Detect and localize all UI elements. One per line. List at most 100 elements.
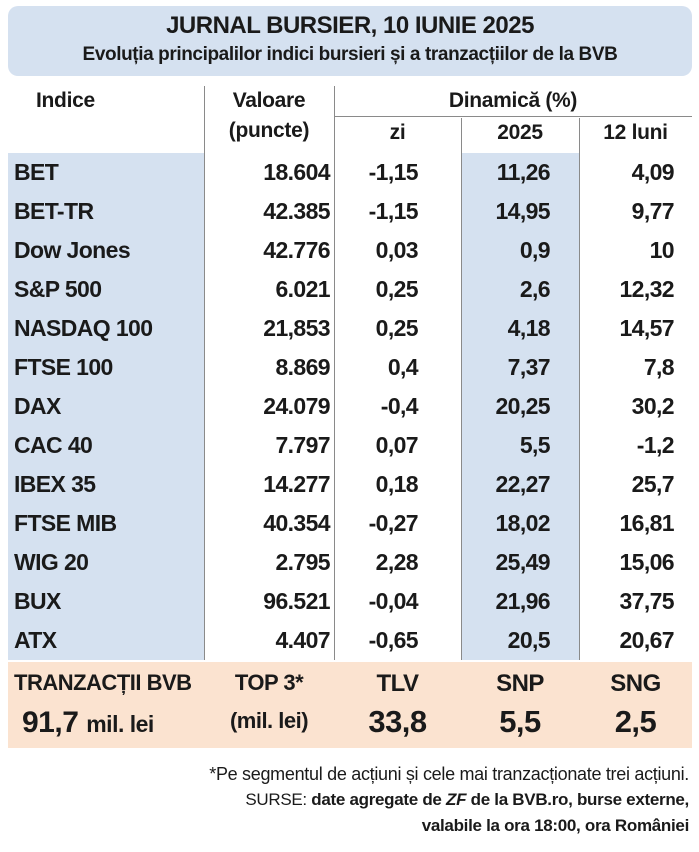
- divider: [579, 118, 580, 660]
- index-name: BUX: [14, 588, 61, 614]
- change-12m: 10: [649, 237, 675, 263]
- header-12-luni: 12 luni: [603, 121, 668, 144]
- table-row: FTSE 100 8.869 0,4 7,37 7,8: [8, 348, 692, 387]
- table-row: BET-TR 42.385 -1,15 14,95 9,77: [8, 192, 692, 231]
- change-2025: 20,25: [495, 393, 550, 419]
- table-row: CAC 40 7.797 0,07 5,5 -1,2: [8, 426, 692, 465]
- divider: [334, 116, 692, 117]
- change-2025: 20,5: [507, 627, 551, 653]
- change-day: -0,65: [368, 627, 419, 653]
- change-12m: 7,8: [643, 354, 675, 380]
- change-12m: 12,32: [619, 276, 674, 302]
- index-value: 21,853: [263, 315, 330, 341]
- header-indice: Indice: [36, 89, 95, 112]
- index-value: 18.604: [263, 159, 330, 185]
- change-day: -0,4: [380, 393, 419, 419]
- change-2025: 7,37: [507, 354, 551, 380]
- change-2025: 2,6: [519, 276, 551, 302]
- bvb-amount-unit: mil. lei: [86, 711, 154, 737]
- change-day: 0,18: [375, 471, 419, 497]
- index-name: CAC 40: [14, 432, 93, 458]
- change-12m: 4,09: [631, 159, 675, 185]
- change-2025: 14,95: [495, 198, 550, 224]
- index-value: 42.385: [263, 198, 330, 224]
- table-row: Dow Jones 42.776 0,03 0,9 10: [8, 231, 692, 270]
- index-name: FTSE 100: [14, 354, 113, 380]
- bvb-label: TRANZACȚII BVB: [14, 670, 192, 695]
- index-name: NASDAQ 100: [14, 315, 153, 341]
- index-value: 6.021: [275, 276, 330, 302]
- table-row: ATX 4.407 -0,65 20,5 20,67: [8, 621, 692, 660]
- change-2025: 25,49: [495, 549, 550, 575]
- table-row: DAX 24.079 -0,4 20,25 30,2: [8, 387, 692, 426]
- change-day: 2,28: [375, 549, 419, 575]
- header-valoare-unit: (puncte): [228, 119, 310, 142]
- change-12m: 37,75: [619, 588, 674, 614]
- table-row: BET 18.604 -1,15 11,26 4,09: [8, 153, 692, 192]
- index-value: 42.776: [263, 237, 330, 263]
- footnote: *Pe segmentul de acțiuni și cele mai tra…: [209, 764, 689, 784]
- change-2025: 18,02: [495, 510, 550, 536]
- index-value: 7.797: [275, 432, 330, 458]
- index-value: 8.869: [275, 354, 330, 380]
- change-12m: -1,2: [636, 432, 675, 458]
- top3-value: 5,5: [499, 704, 541, 739]
- index-name: S&P 500: [14, 276, 102, 302]
- change-day: 0,25: [375, 315, 419, 341]
- table-row: NASDAQ 100 21,853 0,25 4,18 14,57: [8, 309, 692, 348]
- change-2025: 21,96: [495, 588, 550, 614]
- change-day: -0,04: [368, 588, 419, 614]
- index-name: FTSE MIB: [14, 510, 117, 536]
- header-2025: 2025: [497, 121, 543, 144]
- top3-value: 33,8: [368, 704, 427, 739]
- header-dinamica: Dinamică (%): [448, 89, 578, 112]
- table-row: WIG 20 2.795 2,28 25,49 15,06: [8, 543, 692, 582]
- bvb-amount: 91,7 mil. lei: [22, 706, 154, 739]
- page-subtitle: Evoluția principalilor indici bursieri ș…: [82, 44, 618, 65]
- index-value: 14.277: [263, 471, 330, 497]
- header-valoare: Valoare: [232, 89, 306, 112]
- top3-ticker: TLV: [376, 670, 419, 697]
- top3-ticker: SNG: [610, 670, 661, 697]
- sources-line-1: SURSE: date agregate de ZF de la BVB.ro,…: [245, 790, 689, 809]
- change-12m: 16,81: [619, 510, 674, 536]
- top3-value: 2,5: [614, 704, 657, 739]
- bvb-transactions-box: TRANZACȚII BVB 91,7 mil. lei TOP 3* (mil…: [8, 662, 692, 748]
- top3-ticker: SNP: [496, 670, 544, 697]
- change-day: -1,15: [368, 159, 419, 185]
- change-12m: 14,57: [619, 315, 674, 341]
- change-day: 0,4: [387, 354, 419, 380]
- index-name: ATX: [14, 627, 57, 653]
- change-day: 0,03: [375, 237, 419, 263]
- index-name: WIG 20: [14, 549, 89, 575]
- change-day: -0,27: [368, 510, 419, 536]
- change-2025: 0,9: [519, 237, 551, 263]
- change-2025: 11,26: [496, 159, 551, 185]
- table-row: S&P 500 6.021 0,25 2,6 12,32: [8, 270, 692, 309]
- title-box: JURNAL BURSIER, 10 IUNIE 2025 Evoluția p…: [8, 6, 692, 76]
- stripe-indice: [8, 153, 204, 660]
- table-row: FTSE MIB 40.354 -0,27 18,02 16,81: [8, 504, 692, 543]
- divider: [334, 86, 335, 660]
- index-name: DAX: [14, 393, 61, 419]
- index-name: IBEX 35: [14, 471, 96, 497]
- top3-unit: (mil. lei): [229, 708, 309, 733]
- table-row: BUX 96.521 -0,04 21,96 37,75: [8, 582, 692, 621]
- index-value: 4.407: [275, 627, 330, 653]
- index-value: 24.079: [263, 393, 330, 419]
- divider: [461, 118, 462, 660]
- change-day: 0,25: [375, 276, 419, 302]
- change-day: -1,15: [368, 198, 419, 224]
- header-zi: zi: [389, 121, 406, 144]
- sources-line-2: valabile la ora 18:00, ora României: [421, 816, 690, 835]
- change-12m: 20,67: [619, 627, 674, 653]
- stripe-2025: [461, 153, 579, 660]
- change-12m: 15,06: [619, 549, 674, 575]
- change-2025: 22,27: [495, 471, 550, 497]
- page-title: JURNAL BURSIER, 10 IUNIE 2025: [166, 12, 534, 39]
- change-12m: 30,2: [631, 393, 675, 419]
- change-2025: 4,18: [507, 315, 551, 341]
- top3-label: TOP 3*: [234, 670, 304, 695]
- change-2025: 5,5: [519, 432, 551, 458]
- change-12m: 9,77: [631, 198, 675, 224]
